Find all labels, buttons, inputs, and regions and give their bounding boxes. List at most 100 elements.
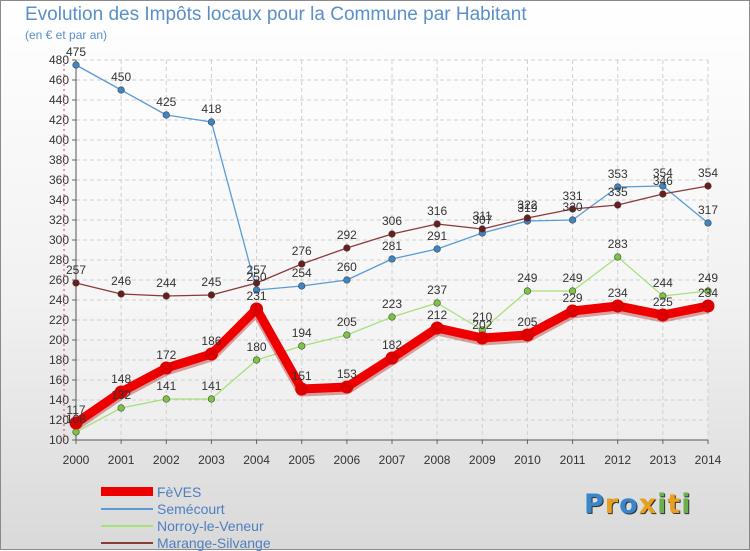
series-feves-data-label: 182 [382,338,402,352]
series-semecourt-data-label: 307 [472,213,492,227]
series-feves-data-label: 234 [608,286,628,300]
x-tick-label: 2000 [63,453,90,467]
series-feves-point [475,331,489,345]
series-feves-point [340,380,354,394]
series-marange-silvange-data-label: 246 [111,274,131,288]
chart-title: Evolution des Impôts locaux pour la Comm… [25,4,527,25]
series-norroy-le-veneur-data-label: 210 [472,310,492,324]
x-tick-label: 2001 [108,453,135,467]
series-feves-data-label: 212 [427,308,447,322]
series-semecourt-point [72,61,80,69]
series-semecourt-data-label: 319 [517,201,537,215]
y-tick-label: 480 [49,53,69,67]
series-semecourt-data-label: 418 [201,102,221,116]
series-feves-data-label: 117 [66,403,85,417]
series-marange-silvange-point [252,279,261,287]
x-tick-label: 2011 [560,453,586,467]
series-semecourt-point [659,182,667,190]
series-feves-data-label: 231 [247,289,267,303]
series-norroy-le-veneur-data-label: 180 [247,340,267,354]
y-tick-label: 280 [49,253,69,267]
legend-item: Norroy-le-Veneur [101,517,271,534]
series-semecourt-point [433,245,441,253]
x-tick-label: 2005 [288,453,315,467]
series-semecourt-point [162,111,170,119]
series-marange-silvange-data-label: 331 [563,189,583,203]
series-marange-silvange-data-label: 257 [66,263,86,277]
series-feves-data-label: 172 [156,348,176,362]
series-norroy-le-veneur-point [298,342,306,350]
series-feves-point [520,328,534,342]
x-tick-label: 2012 [604,453,631,467]
series-marange-silvange-data-label: 257 [247,263,267,277]
series-norroy-le-veneur-data-label: 108 [66,412,86,426]
series-marange-silvange-data-label: 354 [698,166,718,180]
series-feves-data-label: 153 [337,367,357,381]
chart-subtitle: (en € et par an) [25,28,108,42]
series-norroy-le-veneur-point [523,287,532,295]
series-semecourt-point [252,286,261,294]
series-marange-silvange-point [568,205,577,213]
series-feves-data-label: 234 [698,286,718,300]
legend-label: Semécourt [157,500,225,517]
series-norroy-le-veneur-data-label: 237 [427,283,447,297]
series-feves-point [114,385,128,399]
y-tick-label: 100 [49,433,69,447]
legend-label: FèVES [157,483,202,500]
logo-letter: o [619,489,639,520]
series-semecourt-point [298,282,306,290]
series-semecourt-data-label: 475 [66,45,86,59]
y-tick-label: 380 [49,153,69,167]
series-marange-silvange-point [298,260,306,268]
series-marange-silvange-data-label: 276 [292,244,312,258]
y-tick-label: 240 [49,293,69,307]
legend-swatch [101,541,153,544]
series-semecourt-point [207,118,216,126]
series-marange-silvange-point [659,190,667,198]
series-marange-silvange-point [207,291,216,299]
series-norroy-le-veneur-data-label: 141 [201,379,221,393]
series-norroy-le-veneur-point [704,287,712,295]
logo-letter: i [657,489,668,520]
series-norroy-le-veneur-data-label: 249 [517,271,537,285]
series-marange-silvange-data-label: 335 [608,185,628,199]
series-feves-data-label: 225 [653,295,673,309]
series-feves-data-label: 151 [292,369,312,383]
series-semecourt-data-label: 291 [427,229,447,243]
series-marange-silvange-point [478,225,486,233]
y-tick-label: 200 [49,333,69,347]
series-marange-silvange-data-label: 346 [653,174,673,188]
y-tick-label: 340 [49,193,69,207]
series-marange-silvange-data-label: 311 [473,209,492,223]
series-norroy-le-veneur-point [252,356,261,364]
series-marange-silvange-point [343,244,351,252]
x-tick-label: 2003 [198,453,225,467]
series-semecourt-point [388,255,396,263]
series-norroy-le-veneur-point [568,287,577,295]
y-tick-label: 120 [49,413,69,427]
y-tick-label: 260 [49,273,69,287]
series-norroy-le-veneur-data-label: 244 [653,276,673,290]
series-marange-silvange-point [523,214,532,222]
y-tick-label: 360 [49,173,69,187]
series-norroy-le-veneur-data-label: 205 [337,315,357,329]
x-tick-label: 2010 [514,453,541,467]
legend-item: Marange-Silvange [101,534,271,551]
legend-swatch [101,487,153,496]
series-feves-point [385,351,399,365]
series-feves-point [701,299,715,313]
series-norroy-le-veneur-data-label: 283 [608,237,628,251]
series-semecourt-data-label: 425 [156,95,176,109]
series-marange-silvange-data-label: 245 [201,275,221,289]
series-feves-point [566,304,580,318]
x-tick-label: 2006 [334,453,361,467]
series-marange-silvange-point [614,201,622,209]
series-norroy-le-veneur-data-label: 249 [698,271,718,285]
series-semecourt-data-label: 281 [382,239,402,253]
series-feves-data-label: 229 [563,291,583,305]
series-norroy-le-veneur-data-label: 141 [156,379,176,393]
series-norroy-le-veneur-point [207,395,216,403]
series-feves-point [204,347,218,361]
series-norroy-le-veneur-data-label: 132 [111,388,131,402]
